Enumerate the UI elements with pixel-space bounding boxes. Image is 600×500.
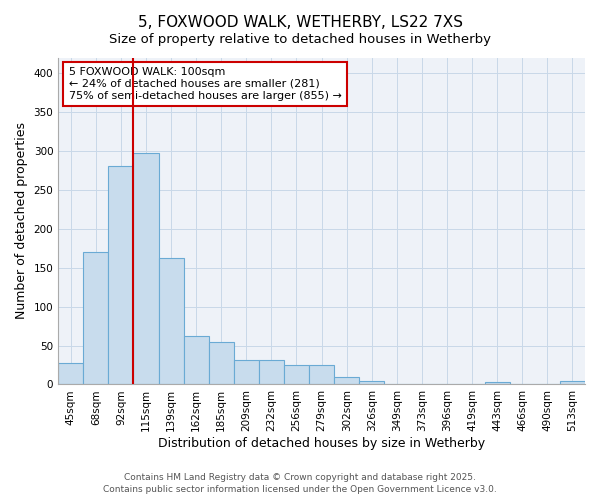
Bar (284, 365, 309, 384)
Bar (109, 166, 133, 384)
Bar (309, 365, 334, 384)
Bar (359, 380, 385, 384)
Bar (184, 336, 209, 384)
Bar (133, 154, 158, 384)
Text: Contains HM Land Registry data © Crown copyright and database right 2025.
Contai: Contains HM Land Registry data © Crown c… (103, 472, 497, 494)
Text: 5, FOXWOOD WALK, WETHERBY, LS22 7XS: 5, FOXWOOD WALK, WETHERBY, LS22 7XS (137, 15, 463, 30)
Bar (560, 382, 585, 384)
Text: Size of property relative to detached houses in Wetherby: Size of property relative to detached ho… (109, 32, 491, 46)
Bar (58, 362, 83, 384)
Bar (485, 382, 510, 384)
Y-axis label: Number of detached properties: Number of detached properties (15, 122, 28, 320)
X-axis label: Distribution of detached houses by size in Wetherby: Distribution of detached houses by size … (158, 437, 485, 450)
Bar (234, 360, 259, 384)
Bar (158, 258, 184, 384)
Bar (259, 360, 284, 384)
Bar (83, 252, 109, 384)
Text: 5 FOXWOOD WALK: 100sqm
← 24% of detached houses are smaller (281)
75% of semi-de: 5 FOXWOOD WALK: 100sqm ← 24% of detached… (69, 68, 341, 100)
Bar (209, 342, 234, 384)
Bar (334, 378, 359, 384)
